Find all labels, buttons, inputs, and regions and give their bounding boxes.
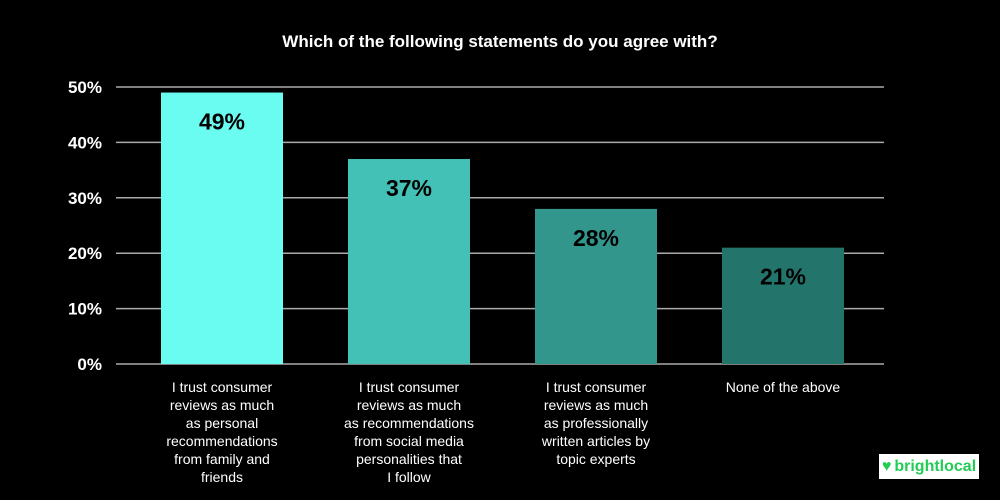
x-tick-label: I trust consumer reviews as much as person…: [147, 378, 297, 486]
x-tick-label-line: I trust consumer: [358, 379, 460, 395]
x-tick-label-line: friends: [200, 469, 244, 485]
data-label: 49%: [199, 109, 245, 135]
data-label: 28%: [573, 225, 619, 251]
x-tick-label: I trust consumer reviews as much as recomm…: [334, 378, 484, 486]
y-tick-label: 10%: [68, 300, 102, 319]
x-tick-label-line: written articles by: [541, 433, 651, 449]
x-tick-label-line: I follow: [387, 469, 431, 485]
x-tick-label-line: topic experts: [556, 451, 636, 467]
x-tick-label-line: from family and: [174, 451, 270, 467]
y-tick-label: 0%: [77, 355, 102, 374]
bar: [535, 208, 657, 364]
x-tick-label-line: I trust consumer: [171, 379, 273, 395]
x-tick-label-line: as personal: [185, 415, 259, 431]
logo-text: brightlocal: [894, 457, 977, 475]
x-tick-label-line: as professionally: [543, 415, 649, 431]
x-tick-label-line: reviews as much: [543, 397, 649, 413]
x-tick-label-line: I trust consumer: [545, 379, 647, 395]
x-tick-label: None of the above: [708, 378, 858, 396]
y-tick-label: 40%: [68, 133, 102, 152]
bar: [348, 159, 470, 364]
x-tick-label-line: reviews as much: [169, 397, 275, 413]
y-tick-label: 20%: [68, 244, 102, 263]
x-tick-label: I trust consumer reviews as much as profes…: [521, 378, 671, 468]
x-tick-label-line: recommendations: [166, 433, 278, 449]
chart-title: Which of the following statements do you…: [282, 32, 718, 51]
x-tick-label-line: as recommendations: [344, 415, 474, 431]
x-tick-label-line: personalities that: [356, 451, 462, 467]
data-label: 21%: [760, 264, 806, 290]
y-tick-label: 50%: [68, 78, 102, 97]
brightlocal-logo: ♥ brightlocal: [879, 454, 979, 479]
x-tick-label-line: reviews as much: [356, 397, 462, 413]
heart-pin-icon: ♥: [881, 457, 892, 475]
bar: [722, 247, 844, 364]
x-tick-label-line: None of the above: [725, 379, 841, 395]
data-label: 37%: [386, 175, 432, 201]
y-tick-label: 30%: [68, 189, 102, 208]
x-tick-label-line: from social media: [354, 433, 464, 449]
bar: [161, 92, 283, 364]
